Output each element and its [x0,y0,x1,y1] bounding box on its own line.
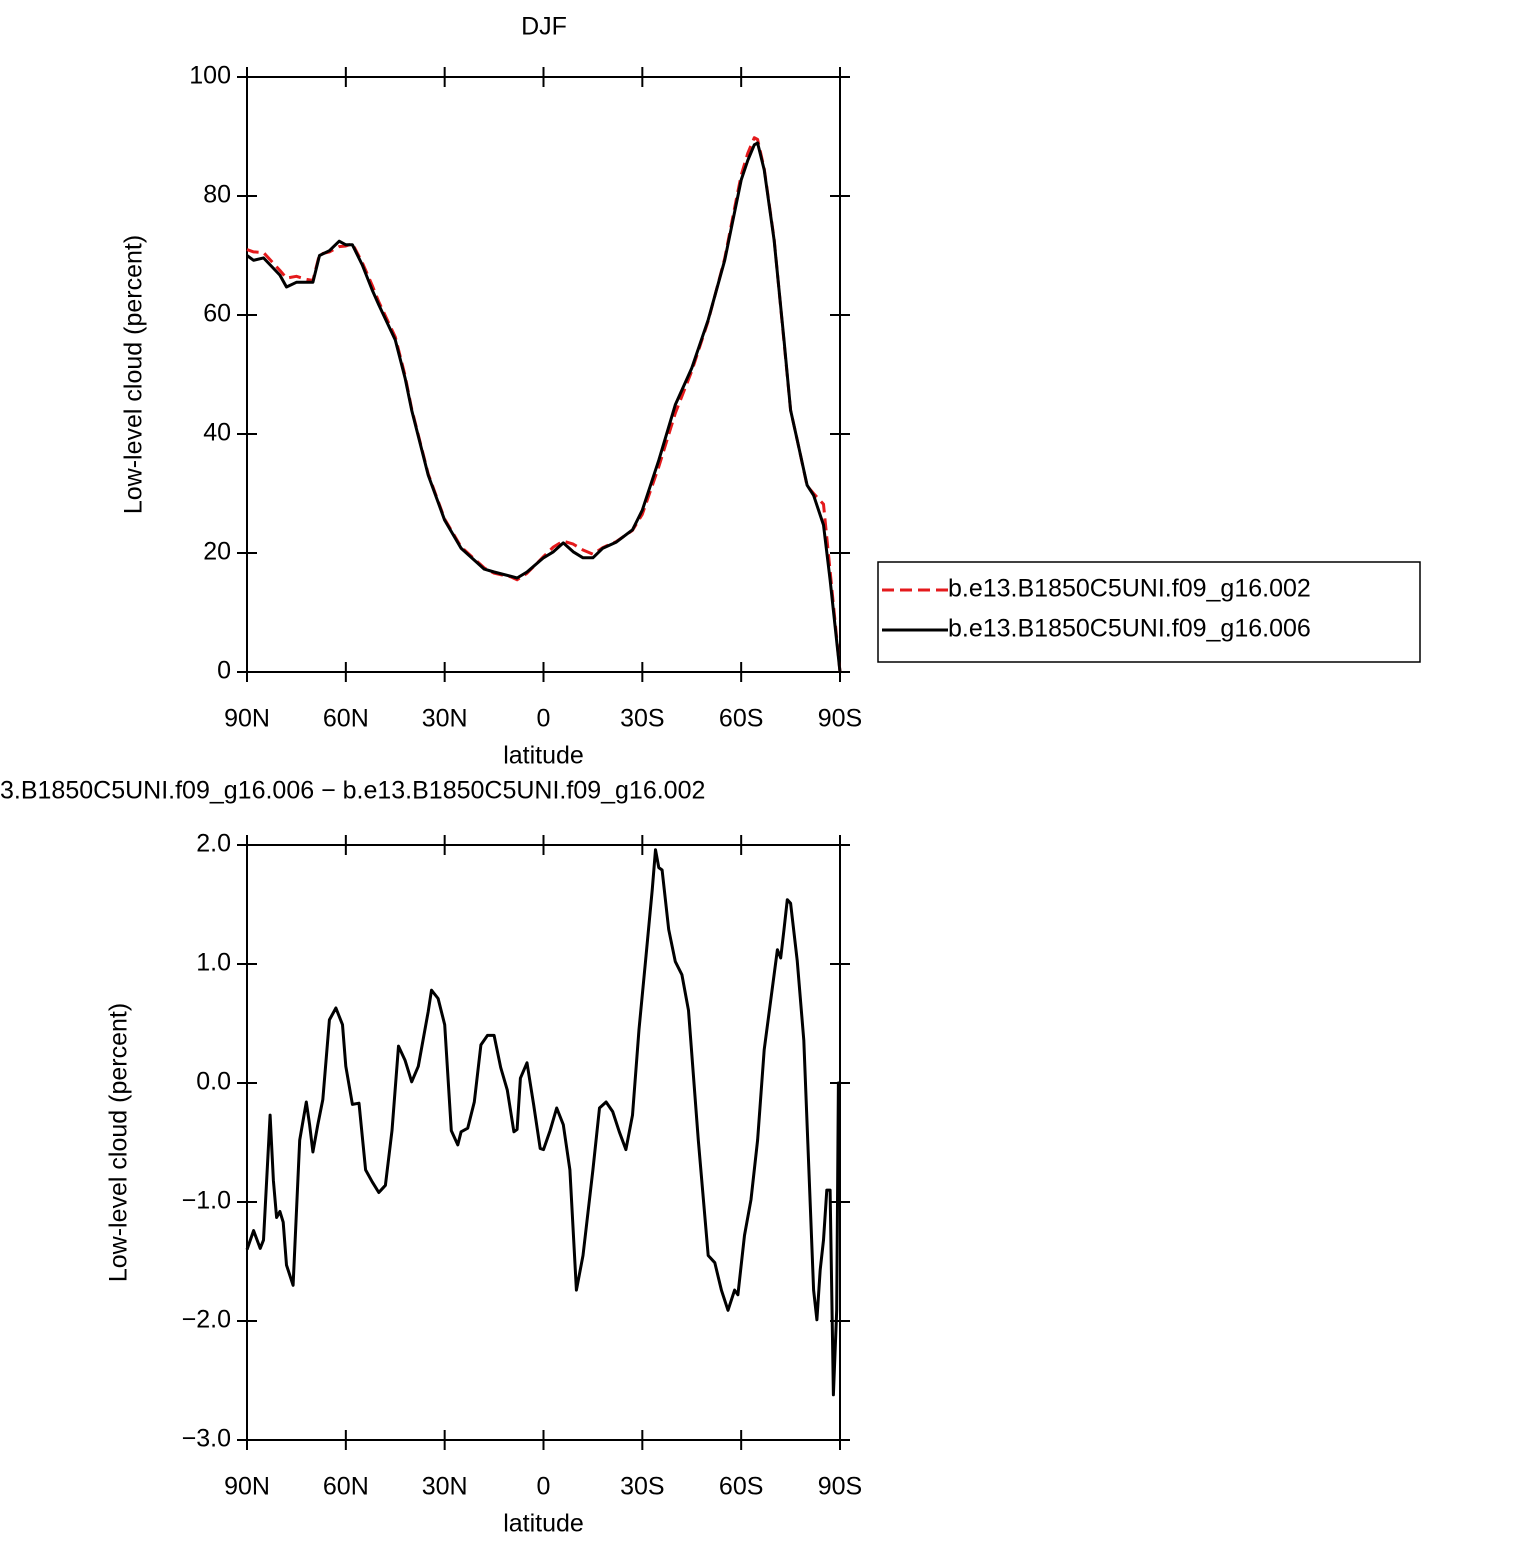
y-tick-label: −1.0 [182,1187,231,1215]
y-tick-label: 100 [189,62,231,90]
y-tick-label: 0.0 [196,1068,231,1096]
y-tick-label: −2.0 [182,1306,231,1334]
x-tick-label: 60N [323,705,369,733]
x-tick-label: 30S [620,705,664,733]
x-tick-label: 0 [537,1473,551,1501]
plot-frame [246,76,841,673]
x-tick-label: 30S [620,1473,664,1501]
y-axis-label: Low-level cloud (percent) [105,1003,133,1282]
y-tick-label: 20 [203,538,231,566]
y-tick-label: −3.0 [182,1425,231,1453]
x-axis-label: latitude [503,1510,584,1538]
y-tick-label: 0 [217,657,231,685]
legend-label: b.e13.B1850C5UNI.f09_g16.006 [948,615,1311,643]
y-tick-label: 2.0 [196,830,231,858]
y-axis-label: Low-level cloud (percent) [120,235,148,514]
chart-title: 3.B1850C5UNI.f09_g16.006 − b.e13.B1850C5… [0,777,705,805]
y-tick-label: 60 [203,300,231,328]
x-tick-label: 90S [818,1473,862,1501]
x-tick-label: 90N [224,705,270,733]
x-tick-label: 60N [323,1473,369,1501]
x-axis-label: latitude [503,742,584,770]
chart-title: DJF [521,13,567,41]
data-line [246,141,842,673]
x-tick-label: 90S [818,705,862,733]
plot-frame [246,844,841,1441]
y-tick-label: 1.0 [196,949,231,977]
data-line [246,136,842,673]
x-tick-label: 60S [719,705,763,733]
x-tick-label: 60S [719,1473,763,1501]
y-tick-label: 80 [203,181,231,209]
x-tick-label: 90N [224,1473,270,1501]
x-tick-label: 30N [422,705,468,733]
x-tick-label: 30N [422,1473,468,1501]
legend-box [877,561,1421,663]
data-line [245,848,840,1397]
x-tick-label: 0 [537,705,551,733]
y-tick-label: 40 [203,419,231,447]
legend-label: b.e13.B1850C5UNI.f09_g16.002 [948,575,1311,603]
